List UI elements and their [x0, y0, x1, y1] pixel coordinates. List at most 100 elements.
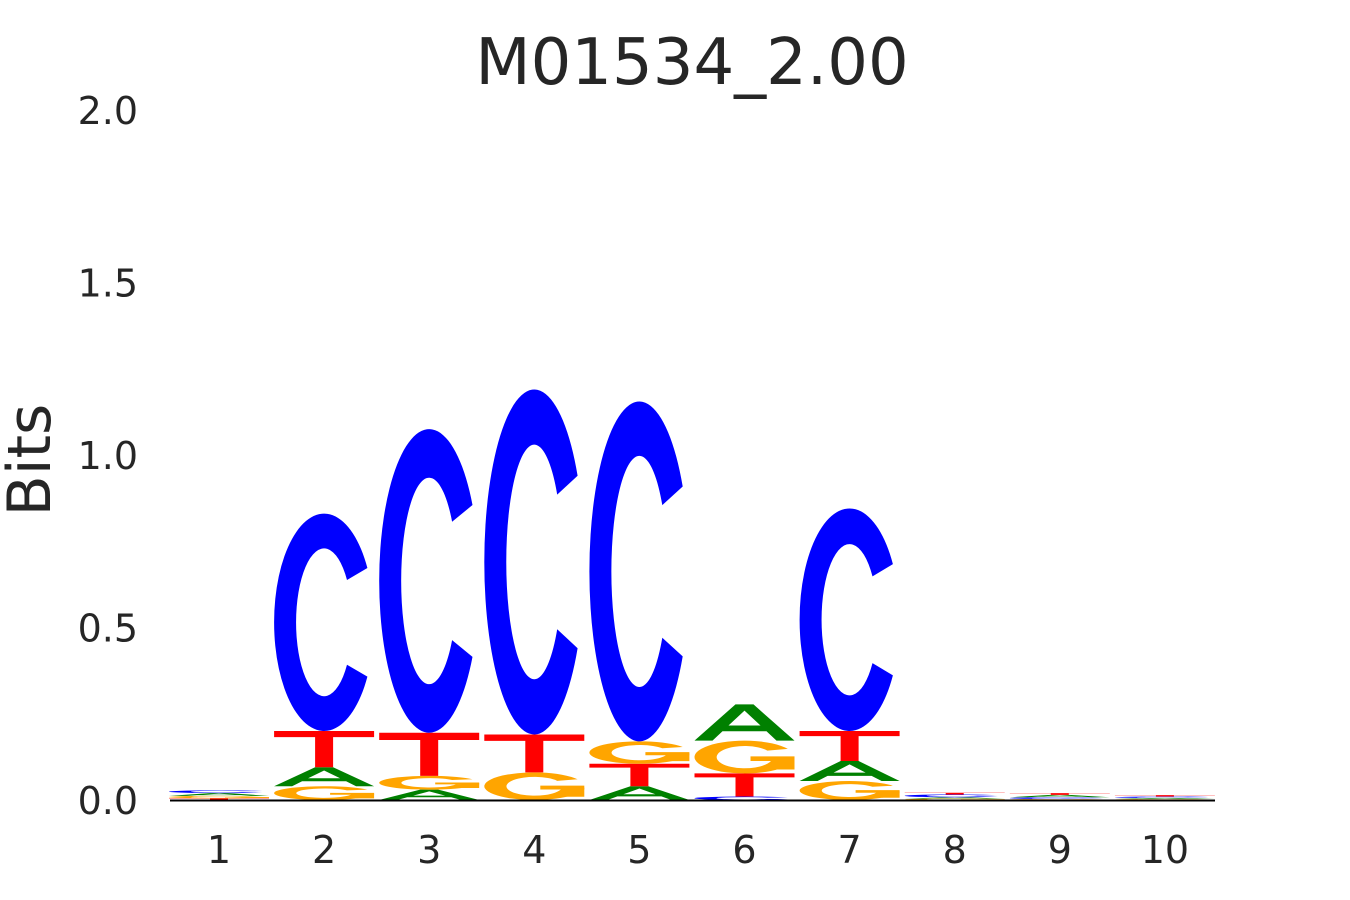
- letter-shape: [799, 731, 900, 762]
- letter-shape: [694, 773, 795, 797]
- logo-letters: [168, 389, 1215, 801]
- logo-letter-G: [274, 786, 375, 801]
- y-tick-label: 0.5: [78, 607, 138, 651]
- letter-shape: [799, 781, 899, 801]
- letter-shape: [251, 797, 269, 798]
- x-tick-label: 7: [838, 828, 862, 872]
- logo-letter-C: [589, 401, 683, 742]
- letter-shape: [1009, 797, 1104, 799]
- logo-letter-G: [589, 741, 690, 764]
- logo-letter-C: [799, 508, 893, 731]
- letter-shape: [1114, 797, 1215, 799]
- logo-letter-C: [1114, 796, 1209, 798]
- letter-shape: [1114, 796, 1209, 798]
- logo-letter-T: [799, 731, 900, 762]
- letter-shape: [274, 786, 374, 801]
- logo-letter-A: [1114, 797, 1215, 799]
- logo-letter-A: [379, 789, 480, 800]
- letter-shape: [461, 783, 480, 788]
- letter-shape: [379, 732, 480, 776]
- letter-shape: [694, 796, 788, 800]
- x-axis-ticks: 1 2 3 4 5 6 7 8 9 10: [207, 828, 1189, 872]
- logo-letter-C: [484, 389, 578, 735]
- letter-shape: [169, 798, 269, 800]
- x-tick-label: 10: [1141, 828, 1189, 872]
- logo-letter-C: [379, 429, 473, 733]
- logo-letter-T: [379, 732, 480, 776]
- letter-shape: [694, 704, 795, 741]
- logo-letter-C: [904, 794, 998, 798]
- logo-stack-7: [799, 508, 900, 801]
- y-axis-ticks: 0.0 0.5 1.0 1.5 2.0: [78, 89, 138, 823]
- letter-shape: [694, 740, 794, 774]
- logo-letter-T: [589, 763, 690, 787]
- letter-shape: [169, 793, 269, 796]
- logo-letter-C: [274, 513, 368, 732]
- letter-shape: [904, 797, 1005, 799]
- logo-letter-A: [274, 767, 375, 787]
- logo-letter-C: [168, 790, 263, 794]
- x-tick-label: 2: [312, 828, 336, 872]
- letter-shape: [799, 761, 900, 782]
- chart-title: M01534_2.00: [475, 26, 908, 100]
- logo-letter-T: [1114, 795, 1215, 797]
- logo-letter-A: [694, 704, 795, 741]
- x-tick-label: 5: [627, 828, 651, 872]
- x-tick-label: 8: [943, 828, 967, 872]
- logo-stack-5: [589, 401, 690, 800]
- x-tick-label: 6: [732, 828, 756, 872]
- letter-shape: [356, 793, 375, 799]
- letter-shape: [904, 792, 1005, 795]
- logo-letter-A: [904, 797, 1005, 799]
- logo-letter-T: [904, 792, 1005, 795]
- logo-stack-1: [168, 790, 269, 800]
- letter-shape: [484, 389, 578, 735]
- letter-shape: [566, 787, 585, 797]
- logo-stack-3: [379, 429, 480, 800]
- logo-letter-A: [1009, 794, 1110, 798]
- letter-shape: [274, 731, 375, 768]
- x-tick-label: 4: [522, 828, 546, 872]
- logo-letter-G: [379, 775, 480, 790]
- letter-shape: [589, 786, 690, 800]
- logo-stack-6: [694, 704, 795, 800]
- logo-stack-9: [1009, 793, 1110, 801]
- letter-shape: [799, 508, 893, 731]
- letter-shape: [881, 791, 900, 798]
- logo-letter-T: [1009, 793, 1110, 795]
- y-tick-label: 2.0: [78, 89, 138, 133]
- logo-stack-4: [484, 389, 585, 801]
- letter-shape: [1009, 794, 1110, 798]
- letter-shape: [169, 795, 268, 799]
- logo-letter-G: [694, 740, 795, 774]
- logo-letter-C: [1009, 797, 1104, 799]
- logo-letter-T: [274, 731, 375, 768]
- letter-shape: [379, 429, 473, 733]
- logo-stack-10: [1114, 795, 1215, 801]
- logo-letter-A: [169, 793, 269, 796]
- logo-letter-T: [169, 798, 269, 800]
- logo-letter-G: [799, 781, 900, 801]
- y-tick-label: 1.0: [78, 434, 138, 478]
- x-tick-label: 3: [417, 828, 441, 872]
- letter-shape: [484, 734, 585, 773]
- letter-shape: [904, 794, 998, 798]
- letter-shape: [776, 758, 795, 770]
- letter-shape: [589, 763, 690, 787]
- letter-shape: [589, 401, 683, 742]
- logo-letter-G: [169, 795, 269, 799]
- letter-shape: [379, 775, 479, 790]
- y-tick-label: 0.0: [78, 779, 138, 823]
- logo-letter-T: [694, 773, 795, 797]
- logo-letter-A: [799, 761, 900, 782]
- x-tick-label: 1: [207, 828, 231, 872]
- letter-shape: [589, 741, 689, 764]
- letter-shape: [671, 753, 690, 762]
- letter-shape: [168, 790, 263, 794]
- y-tick-label: 1.5: [78, 262, 138, 306]
- logo-letter-T: [484, 734, 585, 773]
- letter-shape: [1114, 795, 1215, 797]
- letter-shape: [1009, 793, 1110, 795]
- x-tick-label: 9: [1048, 828, 1072, 872]
